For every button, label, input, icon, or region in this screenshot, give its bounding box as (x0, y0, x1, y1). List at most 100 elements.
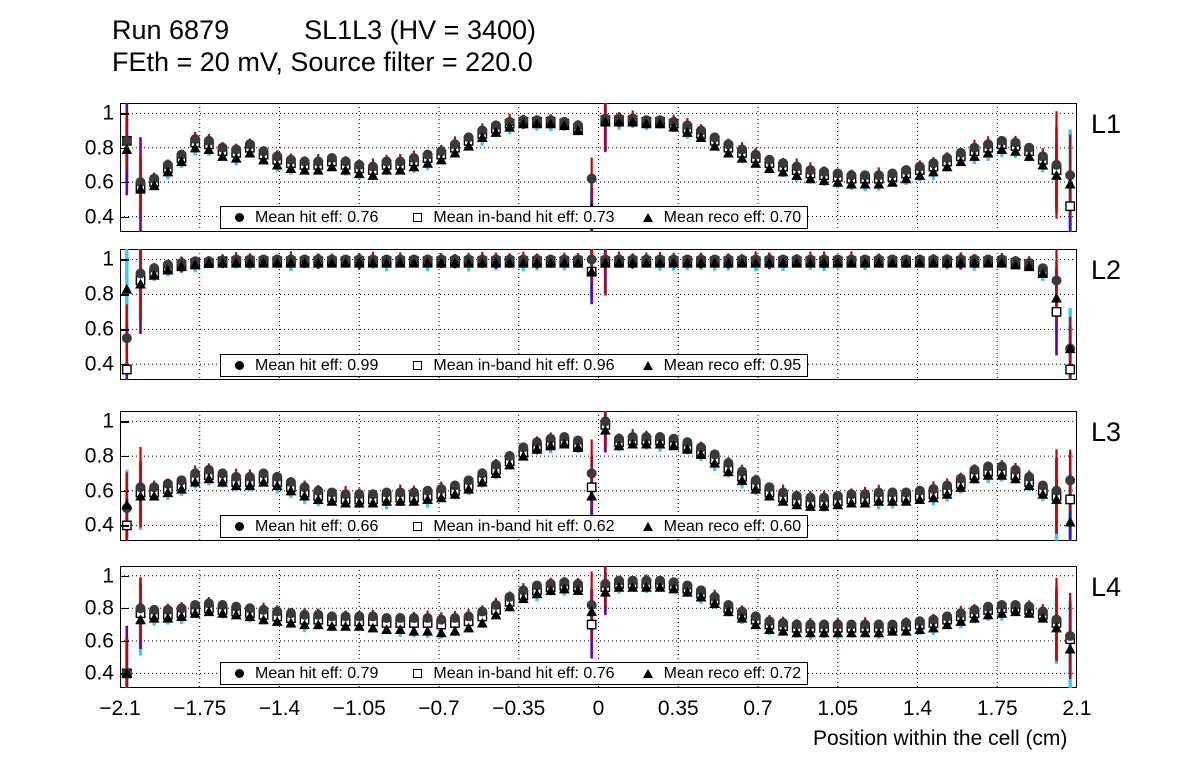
marker-filled-circle (326, 487, 337, 498)
marker-filled-triangle (572, 442, 584, 452)
legend-label: Mean reco eff: 0.70 (663, 208, 802, 226)
marker-filled-circle (354, 489, 365, 500)
marker-filled-circle (778, 487, 789, 498)
marker-filled-triangle (695, 591, 707, 602)
legend-l1: Mean hit eff: 0.76 Mean in-band hit eff: … (220, 206, 808, 229)
marker-filled-triangle (736, 475, 748, 485)
marker-filled-circle (723, 458, 734, 468)
marker-filled-circle (121, 333, 132, 344)
marker-filled-circle (326, 153, 337, 164)
marker-filled-triangle (613, 440, 625, 451)
marker-filled-triangle (846, 178, 857, 189)
marker-filled-triangle (476, 257, 488, 268)
marker-filled-circle (586, 173, 597, 184)
marker-filled-triangle (859, 497, 871, 508)
marker-filled-triangle (326, 257, 338, 268)
marker-filled-circle (367, 611, 378, 622)
marker-filled-circle (162, 159, 173, 170)
marker-filled-circle (463, 611, 474, 622)
marker-filled-circle (805, 619, 816, 630)
y-axis-label: 0.6 (84, 170, 114, 194)
marker-filled-circle (203, 464, 214, 475)
x-axis-label: 0.7 (743, 697, 773, 720)
marker-filled-triangle (203, 257, 215, 268)
marker-filled-circle (381, 156, 392, 167)
marker-filled-circle (340, 611, 351, 622)
mean-reco-eff-marker (642, 213, 653, 222)
marker-filled-triangle (285, 485, 297, 496)
legend-label: Mean reco eff: 0.72 (663, 664, 802, 682)
y-axis-label: 1 (102, 247, 114, 271)
marker-filled-circle (942, 611, 953, 622)
marker-filled-triangle (517, 593, 529, 604)
marker-filled-circle (422, 613, 433, 624)
marker-filled-circle (272, 606, 283, 617)
marker-filled-circle (217, 468, 228, 479)
marker-filled-triangle (928, 257, 939, 268)
marker-filled-circle (449, 480, 460, 491)
marker-filled-triangle (504, 459, 516, 470)
marker-filled-triangle (258, 154, 269, 165)
marker-filled-triangle (777, 625, 789, 636)
marker-open-square (586, 482, 597, 493)
marker-filled-triangle (408, 625, 420, 636)
marker-filled-circle (477, 125, 488, 136)
marker-filled-circle (627, 575, 638, 586)
marker-filled-triangle (367, 497, 379, 508)
legend-entry: Mean reco eff: 0.72 (629, 664, 807, 682)
marker-filled-triangle (1023, 151, 1035, 161)
marker-filled-triangle (1037, 489, 1049, 499)
marker-filled-triangle (572, 585, 584, 595)
marker-filled-triangle (873, 257, 885, 268)
marker-filled-circle (873, 487, 884, 498)
y-axis-tick (120, 456, 129, 458)
marker-filled-circle (655, 575, 666, 586)
legend-entry: Mean reco eff: 0.95 (629, 357, 807, 374)
marker-filled-triangle (941, 619, 953, 630)
marker-filled-triangle (408, 495, 420, 506)
marker-filled-circle (449, 139, 460, 150)
marker-filled-circle (641, 575, 652, 586)
marker-filled-circle (149, 604, 160, 615)
marker-filled-triangle (148, 180, 160, 191)
marker-filled-triangle (763, 490, 775, 501)
marker-filled-circle (819, 619, 830, 630)
y-axis-label: 0.6 (84, 479, 114, 503)
marker-filled-triangle (135, 490, 146, 501)
legend-label: Mean hit eff: 0.99 (255, 356, 379, 374)
marker-filled-circle (928, 158, 939, 169)
marker-filled-triangle (422, 625, 434, 636)
marker-filled-triangle (640, 438, 652, 449)
marker-filled-triangle (203, 473, 215, 484)
marker-filled-triangle (381, 164, 392, 175)
legend-label: Mean in-band hit eff: 0.96 (433, 356, 615, 374)
legend-label: Mean in-band hit eff: 0.73 (433, 208, 615, 226)
marker-filled-triangle (121, 668, 133, 678)
marker-filled-triangle (435, 154, 447, 165)
marker-filled-triangle (148, 270, 160, 280)
marker-filled-circle (299, 156, 310, 167)
marker-filled-triangle (217, 476, 228, 487)
marker-filled-circle (531, 437, 542, 448)
marker-filled-triangle (381, 495, 392, 506)
marker-filled-triangle (791, 627, 803, 638)
x-axis-label: −1.05 (332, 697, 386, 720)
marker-filled-circle (1037, 606, 1048, 617)
plot-panel-l1: Mean hit eff: 0.76 Mean in-band hit eff: … (120, 103, 1077, 232)
legend-entry: Mean in-band hit eff: 0.96 (399, 356, 628, 374)
x-axis-label: 1.4 (902, 697, 933, 720)
marker-filled-circle (1024, 601, 1035, 612)
marker-filled-triangle (271, 257, 283, 268)
x-axis-label: 2.1 (1062, 697, 1092, 720)
marker-filled-triangle (1037, 612, 1049, 623)
marker-filled-circle (313, 485, 324, 496)
marker-filled-circle (135, 482, 146, 493)
marker-filled-triangle (750, 257, 762, 268)
marker-filled-triangle (640, 118, 652, 129)
marker-filled-triangle (422, 494, 434, 504)
marker-filled-circle (1010, 600, 1021, 611)
x-axis-label: −2.1 (99, 697, 141, 720)
marker-filled-triangle (558, 438, 570, 449)
marker-filled-triangle (763, 163, 775, 173)
marker-filled-triangle (463, 257, 475, 268)
